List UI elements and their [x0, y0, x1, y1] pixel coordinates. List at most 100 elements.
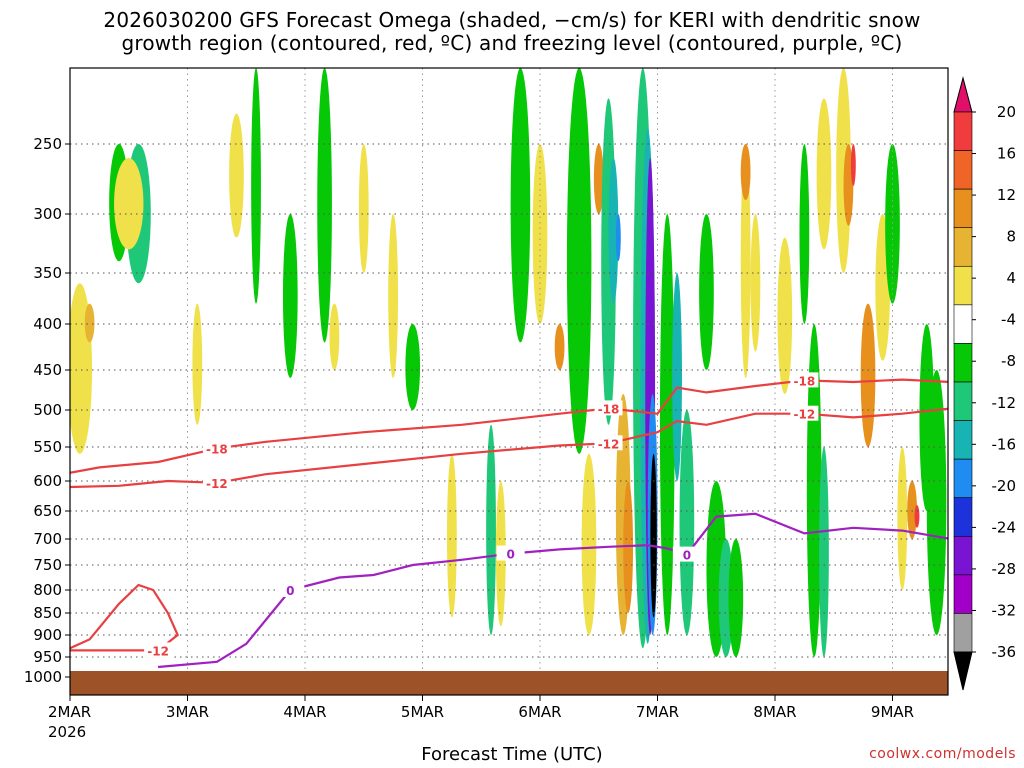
omega-shade-cell — [608, 158, 619, 304]
contour-label-bg — [496, 545, 525, 561]
ground-fill — [70, 671, 948, 695]
omega-shade-cell — [317, 68, 332, 343]
contour-label: 0 — [286, 584, 294, 598]
omega-shade-cell — [679, 410, 695, 635]
y-tick-label: 250 — [33, 135, 62, 153]
colorbar: 20 16 12 8 4 -4 -8 -12 -16 -20 -24 -28 -32 -36 — [953, 76, 1017, 691]
omega-shade-cell — [581, 453, 597, 635]
colorbar-label: -36 — [992, 643, 1017, 661]
omega-shade-cell — [672, 273, 682, 481]
omega-shade-cell — [229, 113, 244, 238]
contour-label-bg — [790, 405, 819, 421]
omega-shade-cell — [926, 370, 947, 635]
colorbar-label: -4 — [1001, 311, 1016, 329]
colorbar-label: -12 — [992, 394, 1017, 412]
colorbar-segment — [953, 150, 973, 190]
contour-label-bg — [790, 372, 819, 388]
x-tick-label: 4MAR — [283, 703, 326, 721]
x-tick-label: 3MAR — [166, 703, 209, 721]
y-tick-label: 300 — [33, 205, 62, 223]
colorbar-label: 12 — [997, 186, 1016, 204]
chart-title-line2: growth region (contoured, red, ºC) and f… — [121, 31, 903, 55]
contour-label: 0 — [506, 548, 514, 562]
contour-label: -12 — [147, 644, 169, 658]
contour-label: -12 — [794, 408, 816, 422]
contour-label-bg — [202, 440, 231, 456]
colorbar-segment — [953, 420, 973, 460]
colorbar-label: -8 — [1001, 352, 1016, 370]
omega-shade-cell — [897, 447, 908, 590]
y-tick-label: 700 — [33, 530, 62, 548]
omega-shade-cell — [885, 144, 900, 304]
omega-shade-cell — [192, 303, 203, 425]
y-tick-label: 350 — [33, 264, 62, 282]
x-tick-label: 2MAR — [48, 703, 91, 721]
omega-shade-cell — [486, 424, 496, 635]
x-tick-label: 9MAR — [871, 703, 914, 721]
colorbar-label: -16 — [992, 435, 1017, 453]
contour-label: 0 — [683, 549, 691, 563]
colorbar-label: -24 — [992, 518, 1017, 536]
omega-shade-cell — [358, 144, 369, 273]
contour-label-bg — [594, 400, 623, 416]
colorbar-segment — [953, 535, 973, 576]
y-tick-label: 850 — [33, 604, 62, 622]
omega-shade-cell — [860, 303, 876, 447]
y-tick-label: 500 — [33, 401, 62, 419]
contour-label: -18 — [598, 402, 620, 416]
omega-shade-cell — [251, 68, 261, 304]
omega-shade-cell — [615, 214, 621, 262]
contour-label: -12 — [598, 437, 620, 451]
contour-label-bg — [672, 546, 701, 562]
omega-shade-cell — [819, 447, 829, 657]
colorbar-segment — [953, 265, 973, 306]
omega-shade-cell — [850, 144, 856, 186]
omega-shade-cell — [699, 214, 714, 370]
chart-title-line1: 2026030200 GFS Forecast Omega (shaded, −… — [103, 8, 921, 32]
contour-label: -18 — [206, 442, 228, 456]
colorbar-label: -28 — [992, 560, 1017, 578]
omega-shade-cell — [329, 303, 340, 370]
contour-label-bg — [594, 435, 623, 451]
colorbar-segment — [953, 458, 973, 499]
x-axis-label: Forecast Time (UTC) — [421, 744, 603, 765]
colorbar-label: -32 — [992, 601, 1017, 619]
omega-shade-cell — [114, 158, 144, 250]
colorbar-label: -20 — [992, 477, 1017, 495]
omega-shade-cell — [659, 214, 675, 635]
colorbar-segment — [953, 613, 973, 653]
colorbar-segment — [953, 381, 973, 421]
plot-frame — [69, 67, 949, 696]
colorbar-label: 8 — [1006, 228, 1016, 246]
colorbar-segment — [953, 188, 973, 229]
colorbar-segment — [953, 343, 973, 383]
x-tick-label: 7MAR — [636, 703, 679, 721]
omega-shade-cell — [510, 68, 531, 343]
colorbar-bottom-arrow — [953, 651, 973, 691]
omega-shade-cell — [740, 144, 751, 200]
colorbar-segment — [953, 227, 973, 267]
contour-label: -12 — [206, 477, 228, 491]
x-tick-label: 8MAR — [753, 703, 796, 721]
omega-shade-cell — [843, 144, 854, 226]
y-tick-label: 950 — [33, 648, 62, 666]
y-tick-label: 800 — [33, 581, 62, 599]
credit-text: coolwx.com/models — [869, 746, 1016, 762]
contour-line — [70, 583, 180, 652]
omega-shade-cell — [914, 505, 920, 528]
omega-shade-cell — [446, 453, 457, 618]
axes: 250 300 350 400 450 500 550 600 650 700 750 800 850 9… — [24, 67, 949, 741]
omega-shade-cell — [566, 68, 592, 454]
omega-shade-cell — [593, 144, 604, 214]
omega-shade-cell — [84, 303, 95, 343]
omega-shade-cell — [388, 214, 399, 378]
y-tick-label: 400 — [33, 315, 62, 333]
contour-label: -18 — [794, 374, 816, 388]
omega-shade-cell — [976, 324, 986, 394]
colorbar-segment — [953, 574, 973, 614]
ground-surface — [70, 671, 948, 695]
contour-label-bg — [144, 642, 173, 658]
x-tick-label: 5MAR — [401, 703, 444, 721]
contour-label-bg — [202, 474, 231, 490]
